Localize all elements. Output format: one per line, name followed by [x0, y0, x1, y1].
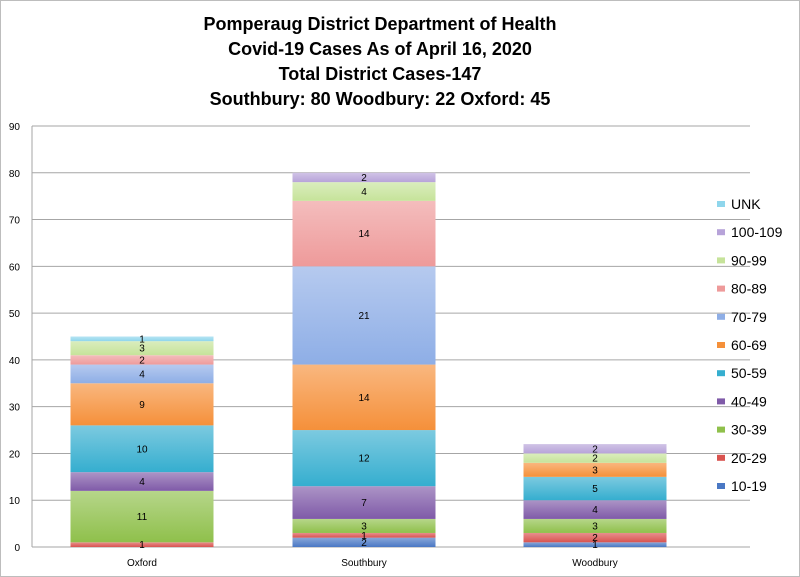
bar-segment — [523, 542, 667, 547]
x-tick-label: Southbury — [341, 558, 387, 569]
data-label: 1 — [592, 540, 598, 551]
bar-segment — [523, 444, 667, 454]
bar-segment — [70, 425, 214, 473]
y-tick-label: 30 — [9, 403, 21, 414]
data-label: 3 — [592, 521, 598, 532]
title-line-3: Total District Cases-147 — [278, 64, 482, 84]
legend-label: 60-69 — [731, 337, 767, 353]
data-label: 9 — [139, 400, 145, 411]
legend: UNK 100-109 90-99 80-89 70-79 60-69 50-59 40-49… — [717, 196, 783, 494]
legend-label: 80-89 — [731, 281, 767, 297]
bar-segment — [70, 383, 214, 426]
data-label: 11 — [137, 512, 148, 523]
y-tick-label: 90 — [9, 122, 21, 133]
data-label: 4 — [139, 477, 145, 488]
data-label: 2 — [361, 173, 367, 184]
bar-segment — [70, 490, 214, 543]
bar-segment — [292, 266, 436, 365]
bar-segment — [292, 537, 436, 547]
legend-label: 30-39 — [731, 422, 767, 438]
legend-label: 100-109 — [731, 224, 783, 240]
data-label: 14 — [358, 393, 370, 404]
legend-swatch — [717, 398, 725, 405]
bar-segment — [523, 518, 667, 533]
bar-segment — [292, 486, 436, 519]
data-label: 3 — [361, 521, 367, 532]
bar-segment — [70, 336, 214, 342]
bar-segment — [292, 518, 436, 533]
legend-swatch — [717, 426, 725, 433]
axis-layer: 0 10 20 30 40 50 60 70 80 90 Oxford Southbury Woodbu… — [9, 122, 618, 569]
data-label: 1 — [361, 531, 367, 542]
title-line-4: Southbury: 80 Woodbury: 22 Oxford: 45 — [209, 89, 551, 109]
data-label: 10 — [136, 444, 148, 455]
bar-segment — [292, 182, 436, 201]
y-tick-label: 10 — [9, 496, 21, 507]
y-tick-label: 0 — [14, 543, 20, 554]
legend-swatch — [717, 201, 725, 207]
legend-swatch — [717, 257, 725, 264]
bar-segment — [523, 500, 667, 519]
legend-label: 20-29 — [731, 450, 767, 466]
data-label: 1 — [139, 540, 145, 551]
x-tick-label: Woodbury — [572, 558, 617, 569]
legend-swatch — [717, 342, 725, 348]
legend-swatch — [717, 229, 725, 236]
legend-swatch — [717, 454, 725, 461]
x-tick-label: Oxford — [127, 558, 157, 569]
legend-label: UNK — [731, 196, 761, 212]
chart-title: Pomperaug District Department of Health … — [0, 12, 760, 112]
bar-segment — [523, 476, 667, 501]
bar-segment — [292, 364, 436, 431]
y-tick-label: 60 — [9, 262, 21, 273]
bar-segment — [70, 542, 214, 547]
data-label: 4 — [592, 505, 598, 516]
y-tick-label: 20 — [9, 449, 21, 460]
data-label: 2 — [361, 538, 367, 549]
data-label: 4 — [361, 187, 367, 198]
data-label: 5 — [592, 484, 598, 495]
data-label: 4 — [139, 369, 145, 380]
data-label: 3 — [139, 344, 145, 355]
y-tick-label: 70 — [9, 216, 21, 227]
y-tick-label: 80 — [9, 169, 21, 180]
bar-segment — [292, 532, 436, 538]
legend-label: 70-79 — [731, 309, 767, 325]
bar-layer — [70, 172, 667, 547]
data-label: 2 — [592, 454, 598, 465]
data-label: 21 — [358, 311, 370, 322]
data-label: 2 — [139, 355, 145, 366]
bar-segment — [70, 341, 214, 356]
bar-segment — [70, 472, 214, 491]
legend-swatch — [717, 285, 725, 292]
data-label: 2 — [592, 444, 598, 455]
data-label: 7 — [361, 498, 367, 509]
bar-segment — [523, 453, 667, 463]
legend-swatch — [717, 313, 725, 320]
bar-segment — [292, 430, 436, 487]
data-label: 3 — [592, 465, 598, 476]
data-label: 2 — [592, 533, 598, 544]
y-tick-label: 40 — [9, 356, 21, 367]
bar-segment — [70, 355, 214, 365]
bar-segment — [292, 200, 436, 267]
legend-swatch — [717, 370, 725, 377]
data-label: 1 — [139, 334, 145, 345]
legend-swatch — [717, 483, 725, 489]
y-tick-label: 50 — [9, 309, 21, 320]
bar-segment — [523, 462, 667, 477]
data-label: 12 — [358, 454, 370, 465]
legend-label: 10-19 — [731, 478, 767, 494]
title-line-1: Pomperaug District Department of Health — [203, 14, 557, 34]
bar-segment — [523, 532, 667, 543]
legend-label: 40-49 — [731, 393, 767, 409]
bar-segment — [70, 364, 214, 384]
legend-label: 90-99 — [731, 252, 767, 268]
bar-segment — [292, 172, 436, 183]
data-label: 14 — [358, 229, 370, 240]
legend-label: 50-59 — [731, 365, 767, 381]
title-line-2: Covid-19 Cases As of April 16, 2020 — [228, 39, 532, 59]
